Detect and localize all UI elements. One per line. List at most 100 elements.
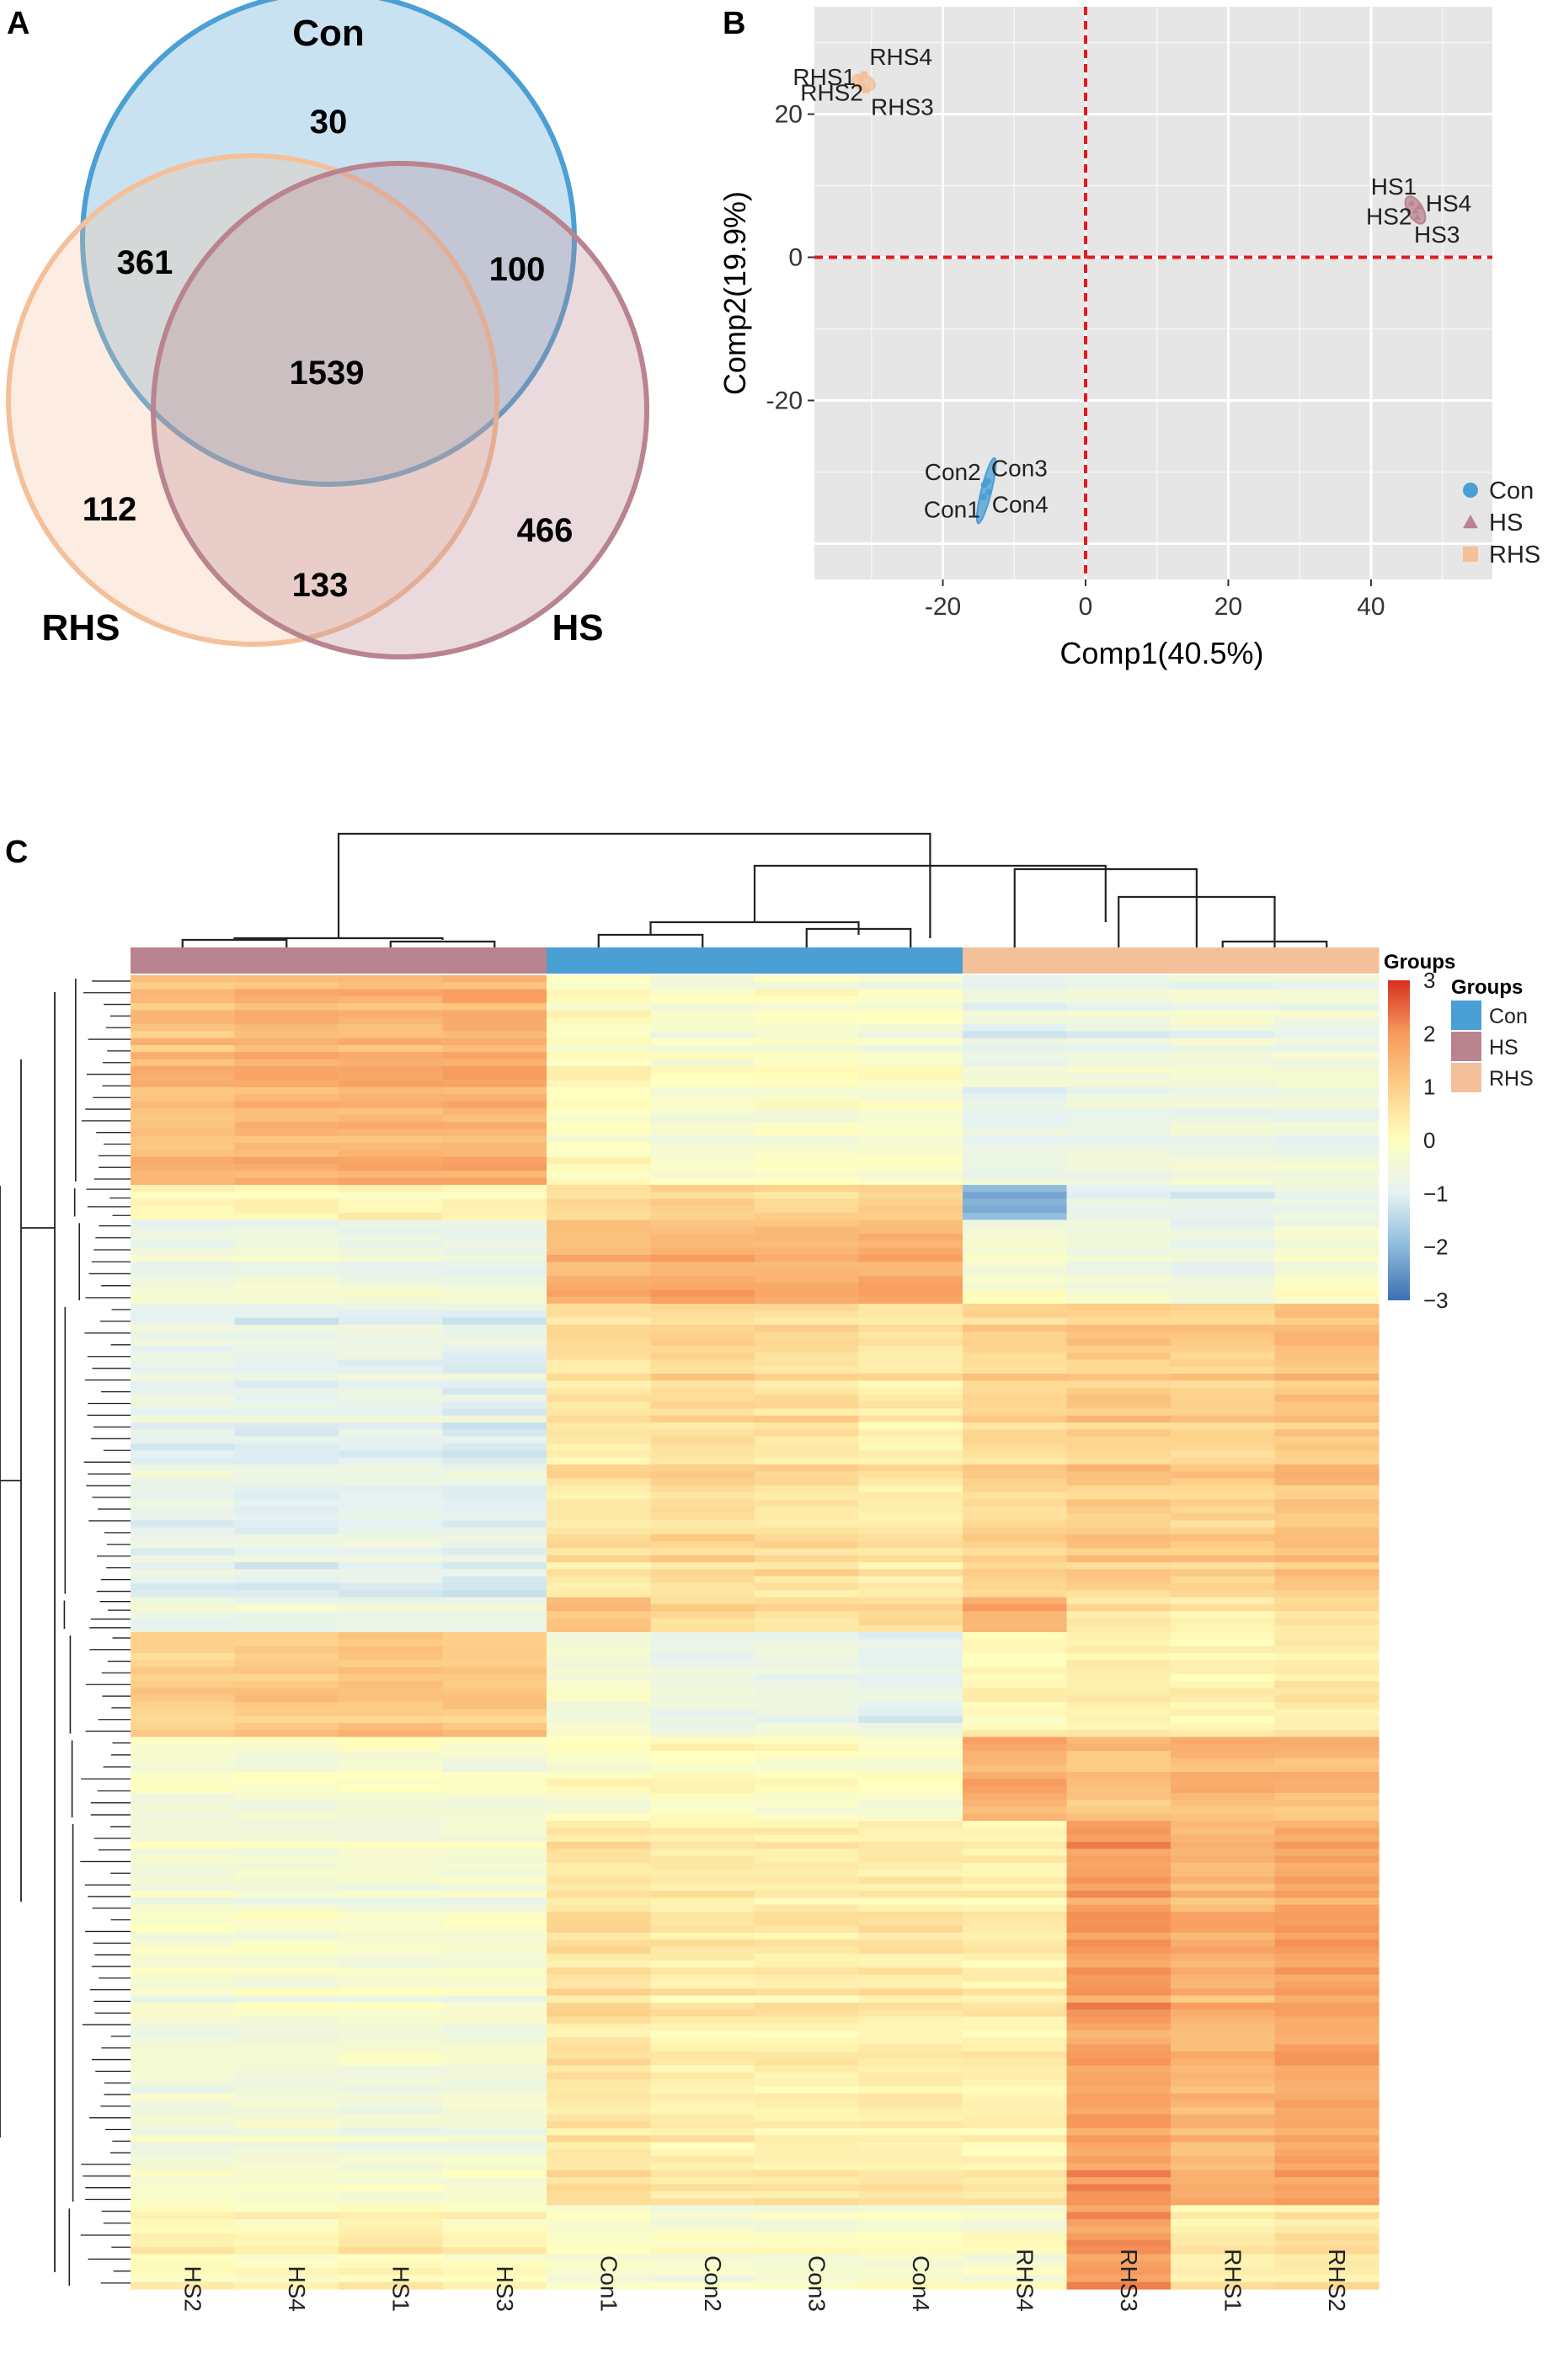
heatmap-cell bbox=[442, 1373, 547, 1381]
heatmap-cell bbox=[442, 2149, 547, 2157]
heatmap-cell bbox=[650, 1387, 755, 1395]
heatmap-cell bbox=[650, 1618, 755, 1626]
heatmap-cell bbox=[1171, 1080, 1276, 1088]
pca-point-rhs3 bbox=[862, 86, 870, 93]
heatmap-cell bbox=[755, 2212, 860, 2220]
groups-legend-title: Groups bbox=[1451, 976, 1523, 999]
heatmap-cell bbox=[339, 2163, 444, 2171]
heatmap-cell bbox=[858, 1156, 963, 1165]
heatmap-cell bbox=[547, 989, 652, 997]
heatmap-cell bbox=[1066, 2030, 1171, 2038]
heatmap-cell bbox=[650, 1779, 755, 1787]
heatmap-cell bbox=[1274, 1639, 1380, 1647]
heatmap-cell bbox=[131, 1855, 236, 1864]
heatmap-cell bbox=[1066, 1198, 1171, 1207]
heatmap-cell bbox=[1171, 1059, 1276, 1067]
heatmap-cell bbox=[1274, 2023, 1380, 2031]
heatmap-cell bbox=[131, 1213, 236, 1221]
heatmap-cell bbox=[650, 2023, 755, 2031]
heatmap-cell bbox=[547, 2114, 652, 2122]
heatmap-cell bbox=[442, 1031, 547, 1039]
heatmap-cell bbox=[650, 1897, 755, 1906]
heatmap-cell bbox=[1274, 1317, 1380, 1326]
heatmap-cell bbox=[1171, 1492, 1276, 1500]
heatmap-cell bbox=[1274, 2268, 1380, 2276]
heatmap-cell bbox=[650, 1234, 755, 1241]
heatmap-cell bbox=[650, 1094, 755, 1102]
heatmap-cell bbox=[442, 1709, 547, 1717]
heatmap-cell bbox=[963, 1813, 1068, 1822]
heatmap-cell bbox=[858, 2233, 963, 2241]
heatmap-cell bbox=[1066, 1667, 1171, 1675]
heatmap-cell bbox=[1066, 1499, 1171, 1508]
heatmap-cell bbox=[131, 2009, 236, 2017]
heatmap-cell bbox=[547, 2198, 652, 2207]
heatmap-cell bbox=[963, 1304, 1068, 1311]
heatmap-cell bbox=[131, 989, 236, 997]
heatmap-scale-tick-label: −2 bbox=[1423, 1235, 1449, 1260]
venn-circle-rhs bbox=[6, 153, 499, 647]
heatmap-cell bbox=[339, 1876, 444, 1885]
venn-set-label-hs: HS bbox=[552, 607, 603, 648]
heatmap-cell bbox=[547, 1618, 652, 1626]
heatmap-cell bbox=[234, 2177, 339, 2185]
heatmap-cell bbox=[1066, 982, 1171, 990]
heatmap-cell bbox=[442, 1345, 547, 1353]
heatmap-cell bbox=[1274, 2184, 1380, 2192]
heatmap-cell bbox=[547, 1722, 652, 1731]
heatmap-cell bbox=[858, 2072, 963, 2080]
heatmap-cell bbox=[858, 1268, 963, 1277]
heatmap-cell bbox=[131, 1722, 236, 1731]
heatmap-cell bbox=[131, 1031, 236, 1039]
heatmap-cell bbox=[442, 1310, 547, 1319]
heatmap-cell bbox=[547, 1254, 652, 1262]
heatmap-cell bbox=[1066, 1604, 1171, 1612]
heatmap-cell bbox=[234, 1192, 339, 1200]
heatmap-cell bbox=[234, 2044, 339, 2052]
heatmap-cell bbox=[755, 1694, 860, 1703]
heatmap-cell bbox=[650, 1422, 755, 1430]
heatmap-cell bbox=[442, 1044, 547, 1053]
heatmap-cell bbox=[650, 1751, 755, 1758]
heatmap-cell bbox=[1171, 1485, 1276, 1493]
heatmap-cell bbox=[1274, 2002, 1380, 2010]
heatmap-cell bbox=[1274, 1387, 1380, 1395]
heatmap-cell bbox=[1066, 2121, 1171, 2129]
pca-x-tick-label: -20 bbox=[925, 593, 961, 621]
heatmap-cell bbox=[1066, 1779, 1171, 1787]
heatmap-cell bbox=[858, 1094, 963, 1102]
heatmap-cell bbox=[339, 2212, 444, 2220]
heatmap-cell bbox=[650, 1911, 755, 1919]
heatmap-cell bbox=[547, 1883, 652, 1892]
heatmap-cell bbox=[442, 1450, 547, 1459]
heatmap-cell bbox=[858, 1304, 963, 1311]
heatmap-cell bbox=[963, 1625, 1068, 1633]
heatmap-cell bbox=[858, 2107, 963, 2116]
heatmap-column-label-con1: Con1 bbox=[595, 2255, 622, 2312]
heatmap-cell bbox=[1171, 1366, 1276, 1374]
heatmap-cell bbox=[1171, 1974, 1276, 1982]
heatmap-cell bbox=[1066, 1353, 1171, 1360]
heatmap-cell bbox=[442, 1247, 547, 1256]
heatmap-cell bbox=[131, 1813, 236, 1822]
heatmap-cell bbox=[547, 1457, 652, 1465]
heatmap-cell bbox=[1274, 1373, 1380, 1381]
heatmap-cell bbox=[1066, 1849, 1171, 1857]
heatmap-cell bbox=[339, 2226, 444, 2234]
heatmap-cell bbox=[755, 1834, 860, 1843]
heatmap-cell bbox=[963, 2107, 1068, 2116]
heatmap-cell bbox=[442, 1841, 547, 1849]
heatmap-cell bbox=[1274, 1177, 1380, 1186]
groups-legend-key-hs bbox=[1451, 1032, 1481, 1061]
heatmap-cell bbox=[1274, 1234, 1380, 1241]
heatmap-cell bbox=[339, 1569, 444, 1577]
heatmap-cell bbox=[755, 2023, 860, 2031]
heatmap-cell bbox=[858, 1743, 963, 1752]
heatmap-cell bbox=[1274, 2219, 1380, 2227]
heatmap-cell bbox=[1274, 1541, 1380, 1550]
heatmap-cell bbox=[858, 2149, 963, 2157]
heatmap-cell bbox=[234, 1310, 339, 1319]
heatmap-cell bbox=[755, 1150, 860, 1158]
heatmap-cell bbox=[1066, 1080, 1171, 1088]
heatmap-cell bbox=[234, 1296, 339, 1305]
